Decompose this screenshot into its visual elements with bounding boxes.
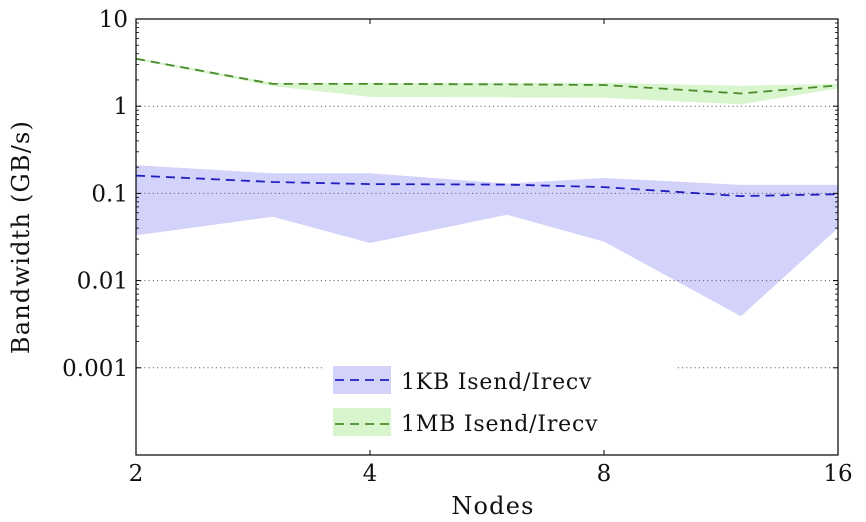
x-tick-label-2: 2 [129, 461, 144, 487]
legend-label-1kb: 1KB Isend/Irecv [401, 370, 592, 395]
legend-label-1mb: 1MB Isend/Irecv [401, 412, 598, 437]
legend: 1KB Isend/Irecv 1MB Isend/Irecv [325, 358, 675, 442]
band-1kb-isend-irecv [136, 165, 838, 317]
confidence-bands [136, 57, 838, 317]
legend-entry-1kb: 1KB Isend/Irecv [333, 366, 592, 395]
legend-entry-1mb: 1MB Isend/Irecv [333, 408, 598, 437]
legend-swatch-1mb-band [333, 408, 391, 436]
y-tick-label-0.1: 0.1 [91, 181, 128, 207]
y-tick-label-0.001: 0.001 [62, 356, 128, 382]
y-axis-title: Bandwidth (GB/s) [7, 120, 35, 354]
x-axis-title: Nodes [451, 492, 534, 520]
x-tick-label-16: 16 [823, 461, 852, 487]
y-tick-label-10: 10 [99, 7, 128, 33]
x-tick-label-4: 4 [363, 461, 378, 487]
axis-ticks: 0.001 0.01 0.1 1 10 2 4 8 16 [62, 7, 853, 487]
grid-lines [136, 105, 838, 369]
band-1mb-isend-irecv [136, 57, 838, 105]
x-tick-label-8: 8 [597, 461, 612, 487]
y-tick-label-0.01: 0.01 [77, 269, 128, 295]
plot-frame [135, 18, 839, 456]
y-tick-label-1: 1 [113, 94, 128, 120]
